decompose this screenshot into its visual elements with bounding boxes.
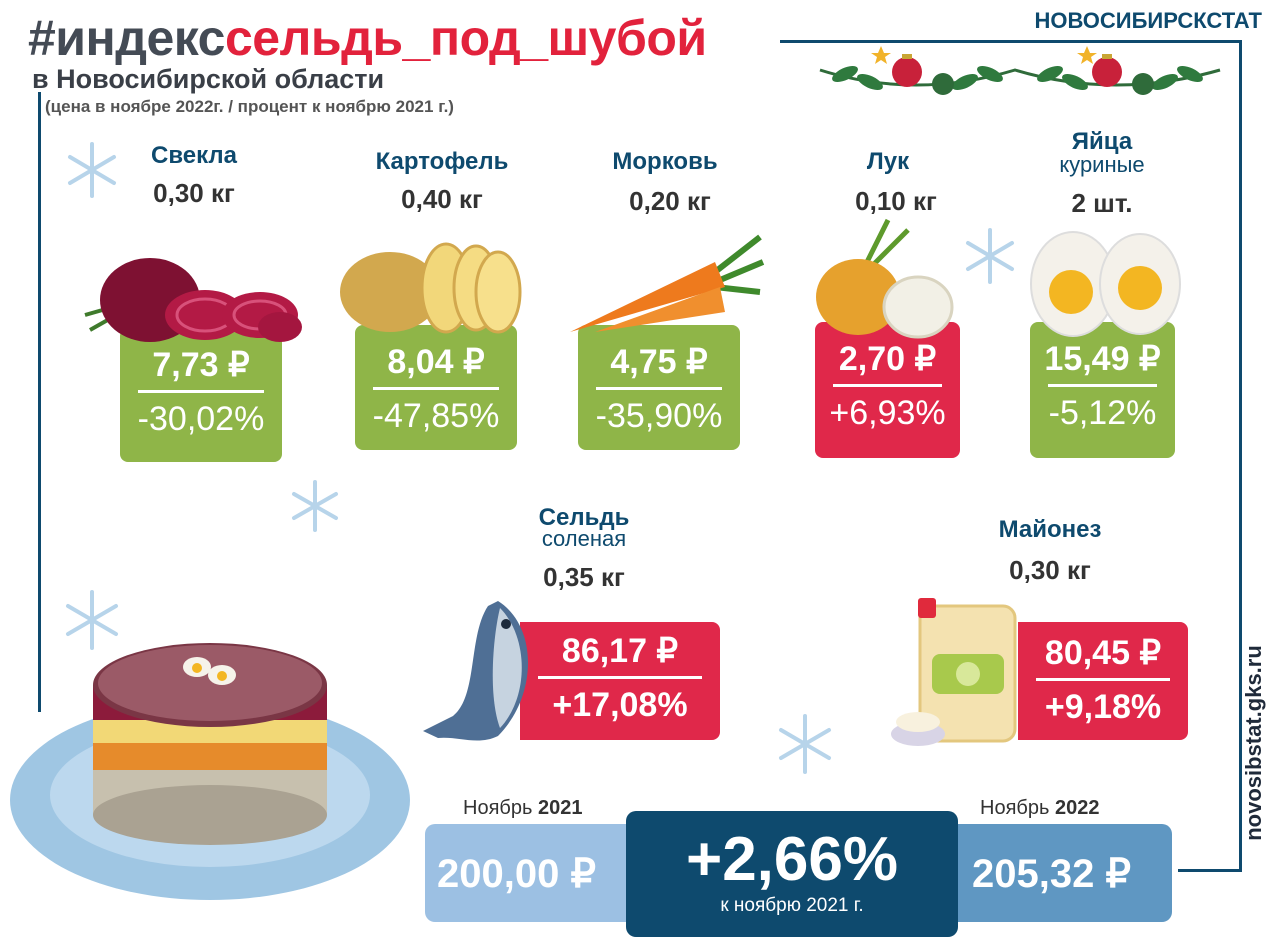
herring-icon [423,601,528,741]
price-eggs: 15,49 ₽ [1044,340,1161,378]
ingredient-name-mayo: Майонез [998,516,1102,543]
ingredient-name-eggs: Яйца [1071,128,1133,155]
ingredient-name-onion: Лук [866,148,910,175]
price-box-potato: 8,04 ₽ -47,85% [355,325,517,450]
total-2021-box: 200,00 ₽ [425,824,650,922]
ingredient-name2-herring: соленая [541,526,627,551]
snowflake-icon [66,590,118,650]
garland-decoration [819,46,1221,95]
site-url: novosibstat.gks.ru [1241,645,1266,841]
label-2022: Ноябрь 2022 [980,797,1099,820]
brand-label: НОВОСИБИРСКСТАТ [1034,8,1262,33]
page-subtitle: в Новосибирской области [32,64,385,94]
ingredient-name-carrot: Морковь [612,148,718,175]
page-note: (цена в ноябре 2022г. / процент к ноябрю… [45,97,454,116]
price-box-onion: 2,70 ₽ +6,93% [815,322,960,458]
price-box-carrot: 4,75 ₽ -35,90% [578,325,740,450]
frame-left-line [38,92,41,712]
label-2021-year: 2021 [537,797,583,819]
ingredient-name2-eggs: куриные [1059,152,1145,177]
onion-icon [816,218,954,339]
frame-bottom-line [1178,869,1242,872]
ingredient-qty-beet: 0,30 кг [153,178,235,208]
ingredient-qty-potato: 0,40 кг [401,184,483,214]
title-hashtag: #индекс [28,10,225,66]
frame-top-line [780,40,1242,43]
carrot-icon [570,234,765,332]
change-herring: +17,08% [552,686,688,724]
ingredient-qty-carrot: 0,20 кг [629,186,711,216]
ingredient-name-beet: Свекла [150,142,237,169]
change-potato: -47,85% [372,397,500,435]
beet-icon [84,258,302,342]
ingredient-qty-herring: 0,35 кг [543,562,625,592]
change-beet: -30,02% [137,400,265,438]
change-onion: +6,93% [829,394,946,432]
total-change-box: +2,66% к ноябрю 2021 г. [626,811,958,937]
snowflake-icon [68,142,116,198]
price-beet: 7,73 ₽ [152,346,250,384]
egg-icon [1030,231,1181,337]
frame-right-line [1239,40,1242,872]
label-2022-month: Ноябрь [980,797,1055,819]
price-box-mayo: 80,45 ₽ +9,18% [1018,622,1188,740]
total-2022-box: 205,32 ₽ [940,824,1172,922]
page-title: #индекссельдь_под_шубой [28,10,707,66]
price-potato: 8,04 ₽ [387,343,485,381]
total-change-note: к ноябрю 2021 г. [720,895,864,916]
change-carrot: -35,90% [595,397,723,435]
price-box-eggs: 15,49 ₽ -5,12% [1030,322,1175,458]
total-2022: 205,32 ₽ [972,852,1131,896]
price-box-herring: 86,17 ₽ +17,08% [520,622,720,740]
ingredient-name-potato: Картофель [375,148,509,175]
price-carrot: 4,75 ₽ [610,343,708,381]
change-eggs: -5,12% [1048,394,1157,432]
snowflake-icon [292,480,338,532]
price-onion: 2,70 ₽ [838,340,937,378]
price-mayo: 80,45 ₽ [1044,634,1162,672]
ingredient-qty-eggs: 2 шт. [1071,188,1133,218]
price-herring: 86,17 ₽ [561,632,679,670]
label-2021: Ноябрь 2021 [463,797,582,820]
total-2021: 200,00 ₽ [437,852,596,896]
title-dish: сельдь_под_шубой [224,10,707,66]
herring-under-fur-coat-icon [10,643,410,900]
ingredient-qty-onion: 0,10 кг [855,186,937,216]
snowflake-icon [966,228,1014,284]
price-box-beet: 7,73 ₽ -30,02% [120,328,282,462]
snowflake-icon [779,714,831,774]
label-2022-year: 2022 [1054,797,1100,819]
label-2021-month: Ноябрь [463,797,538,819]
ingredient-qty-mayo: 0,30 кг [1009,555,1091,585]
total-change: +2,66% [685,825,898,894]
ingredient-name-herring: Сельдь [538,504,630,531]
change-mayo: +9,18% [1044,688,1162,726]
mayonnaise-icon [891,598,1017,746]
potato-icon [340,242,522,334]
